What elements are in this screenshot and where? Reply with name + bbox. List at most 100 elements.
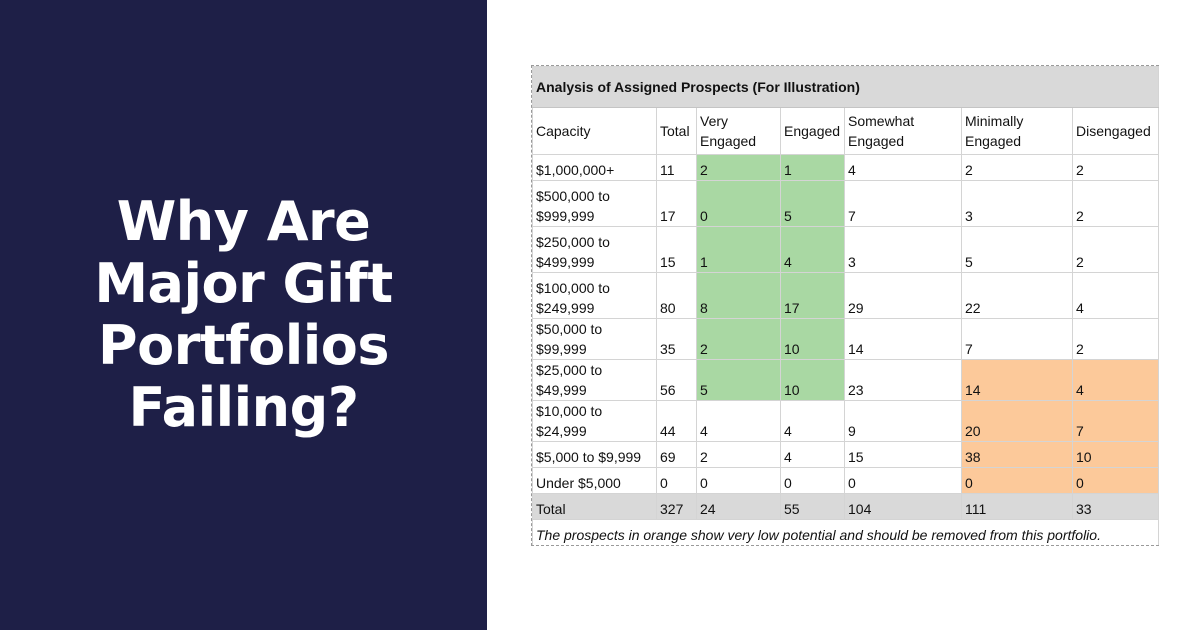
cell-total: 11 — [656, 154, 697, 181]
cell-somewhat-engaged: 0 — [844, 467, 962, 494]
cell-minimally-engaged: 22 — [961, 272, 1073, 319]
table-row: $5,000 to $9,999 69 2 4 15 38 10 — [532, 441, 1160, 468]
table-total-row: Total 327 24 55 104 111 33 — [532, 493, 1160, 520]
cell-total: 17 — [656, 180, 697, 227]
cell-somewhat-engaged: 29 — [844, 272, 962, 319]
cell-total: 0 — [656, 467, 697, 494]
cell-disengaged: 2 — [1071, 180, 1160, 227]
cell-disengaged: 4 — [1071, 272, 1160, 319]
cell-very-engaged: 5 — [696, 359, 781, 401]
table-row: Under $5,000 0 0 0 0 0 0 — [532, 467, 1160, 494]
cell-total: 80 — [656, 272, 697, 319]
cell-somewhat-engaged: 23 — [844, 359, 962, 401]
header-very-engaged: Very Engaged — [696, 107, 781, 155]
prospects-table: Analysis of Assigned Prospects (For Illu… — [531, 66, 1160, 545]
cell-very-engaged: 2 — [696, 318, 781, 360]
total-disengaged: 33 — [1071, 493, 1160, 520]
cell-engaged: 1 — [780, 154, 845, 181]
cell-engaged: 0 — [780, 467, 845, 494]
table-header-row: Capacity Total Very Engaged Engaged Some… — [532, 107, 1160, 155]
cell-capacity: $50,000 to $99,999 — [532, 318, 657, 360]
table-footnote: The prospects in orange show very low po… — [531, 519, 1160, 545]
cell-very-engaged: 8 — [696, 272, 781, 319]
total-capacity: Total — [532, 493, 657, 520]
cell-disengaged: 7 — [1071, 400, 1160, 442]
cell-disengaged: 0 — [1071, 467, 1160, 494]
cell-very-engaged: 0 — [696, 180, 781, 227]
header-disengaged: Disengaged — [1071, 107, 1160, 155]
cell-minimally-engaged: 20 — [961, 400, 1073, 442]
page-title: Why Are Major Gift Portfolios Failing? — [34, 191, 454, 439]
cell-very-engaged: 2 — [696, 441, 781, 468]
cell-engaged: 5 — [780, 180, 845, 227]
cell-engaged: 17 — [780, 272, 845, 319]
table-row: $10,000 to $24,999 44 4 4 9 20 7 — [532, 400, 1160, 442]
header-total: Total — [656, 107, 697, 155]
cell-minimally-engaged: 3 — [961, 180, 1073, 227]
table-title-row: Analysis of Assigned Prospects (For Illu… — [531, 66, 1160, 108]
cell-somewhat-engaged: 7 — [844, 180, 962, 227]
headline-line-1: Why Are — [116, 190, 371, 253]
total-very-engaged: 24 — [696, 493, 781, 520]
total-total: 327 — [656, 493, 697, 520]
cell-somewhat-engaged: 14 — [844, 318, 962, 360]
table-row: $500,000 to $999,999 17 0 5 7 3 2 — [532, 180, 1160, 227]
table-row: $25,000 to $49,999 56 5 10 23 14 4 — [532, 359, 1160, 401]
total-engaged: 55 — [780, 493, 845, 520]
cell-capacity: $500,000 to $999,999 — [532, 180, 657, 227]
cell-capacity: $25,000 to $49,999 — [532, 359, 657, 401]
header-minimally-engaged: Minimally Engaged — [961, 107, 1073, 155]
cell-capacity: $250,000 to $499,999 — [532, 226, 657, 273]
cell-very-engaged: 2 — [696, 154, 781, 181]
cell-minimally-engaged: 14 — [961, 359, 1073, 401]
cell-total: 44 — [656, 400, 697, 442]
cell-total: 69 — [656, 441, 697, 468]
cell-minimally-engaged: 2 — [961, 154, 1073, 181]
cell-somewhat-engaged: 9 — [844, 400, 962, 442]
headline-line-3: Portfolios — [98, 314, 389, 377]
cell-somewhat-engaged: 3 — [844, 226, 962, 273]
table-row: $100,000 to $249,999 80 8 17 29 22 4 — [532, 272, 1160, 319]
cell-total: 56 — [656, 359, 697, 401]
table-row: $50,000 to $99,999 35 2 10 14 7 2 — [532, 318, 1160, 360]
cell-disengaged: 10 — [1071, 441, 1160, 468]
total-somewhat-engaged: 104 — [844, 493, 962, 520]
headline-line-4: Failing? — [128, 376, 359, 439]
table-title: Analysis of Assigned Prospects (For Illu… — [531, 66, 1160, 108]
cell-minimally-engaged: 5 — [961, 226, 1073, 273]
table-note-row: The prospects in orange show very low po… — [531, 519, 1160, 545]
cell-total: 15 — [656, 226, 697, 273]
title-panel: Why Are Major Gift Portfolios Failing? — [0, 0, 487, 630]
header-capacity: Capacity — [532, 107, 657, 155]
cell-capacity: Under $5,000 — [532, 467, 657, 494]
total-minimally-engaged: 111 — [961, 493, 1073, 520]
header-somewhat-engaged: Somewhat Engaged — [844, 107, 962, 155]
cell-somewhat-engaged: 15 — [844, 441, 962, 468]
cell-minimally-engaged: 0 — [961, 467, 1073, 494]
cell-capacity: $5,000 to $9,999 — [532, 441, 657, 468]
cell-minimally-engaged: 7 — [961, 318, 1073, 360]
cell-very-engaged: 0 — [696, 467, 781, 494]
cell-total: 35 — [656, 318, 697, 360]
cell-very-engaged: 1 — [696, 226, 781, 273]
cell-engaged: 4 — [780, 400, 845, 442]
header-engaged: Engaged — [780, 107, 845, 155]
cell-somewhat-engaged: 4 — [844, 154, 962, 181]
cell-capacity: $100,000 to $249,999 — [532, 272, 657, 319]
cell-engaged: 10 — [780, 318, 845, 360]
cell-very-engaged: 4 — [696, 400, 781, 442]
headline-line-2: Major Gift — [94, 252, 393, 315]
cell-minimally-engaged: 38 — [961, 441, 1073, 468]
cell-engaged: 10 — [780, 359, 845, 401]
cell-capacity: $1,000,000+ — [532, 154, 657, 181]
prospects-table-panel: Analysis of Assigned Prospects (For Illu… — [531, 65, 1160, 546]
table-row: $1,000,000+ 11 2 1 4 2 2 — [532, 154, 1160, 181]
cell-engaged: 4 — [780, 226, 845, 273]
cell-disengaged: 2 — [1071, 318, 1160, 360]
cell-engaged: 4 — [780, 441, 845, 468]
cell-disengaged: 2 — [1071, 154, 1160, 181]
cell-disengaged: 2 — [1071, 226, 1160, 273]
table-row: $250,000 to $499,999 15 1 4 3 5 2 — [532, 226, 1160, 273]
cell-disengaged: 4 — [1071, 359, 1160, 401]
cell-capacity: $10,000 to $24,999 — [532, 400, 657, 442]
